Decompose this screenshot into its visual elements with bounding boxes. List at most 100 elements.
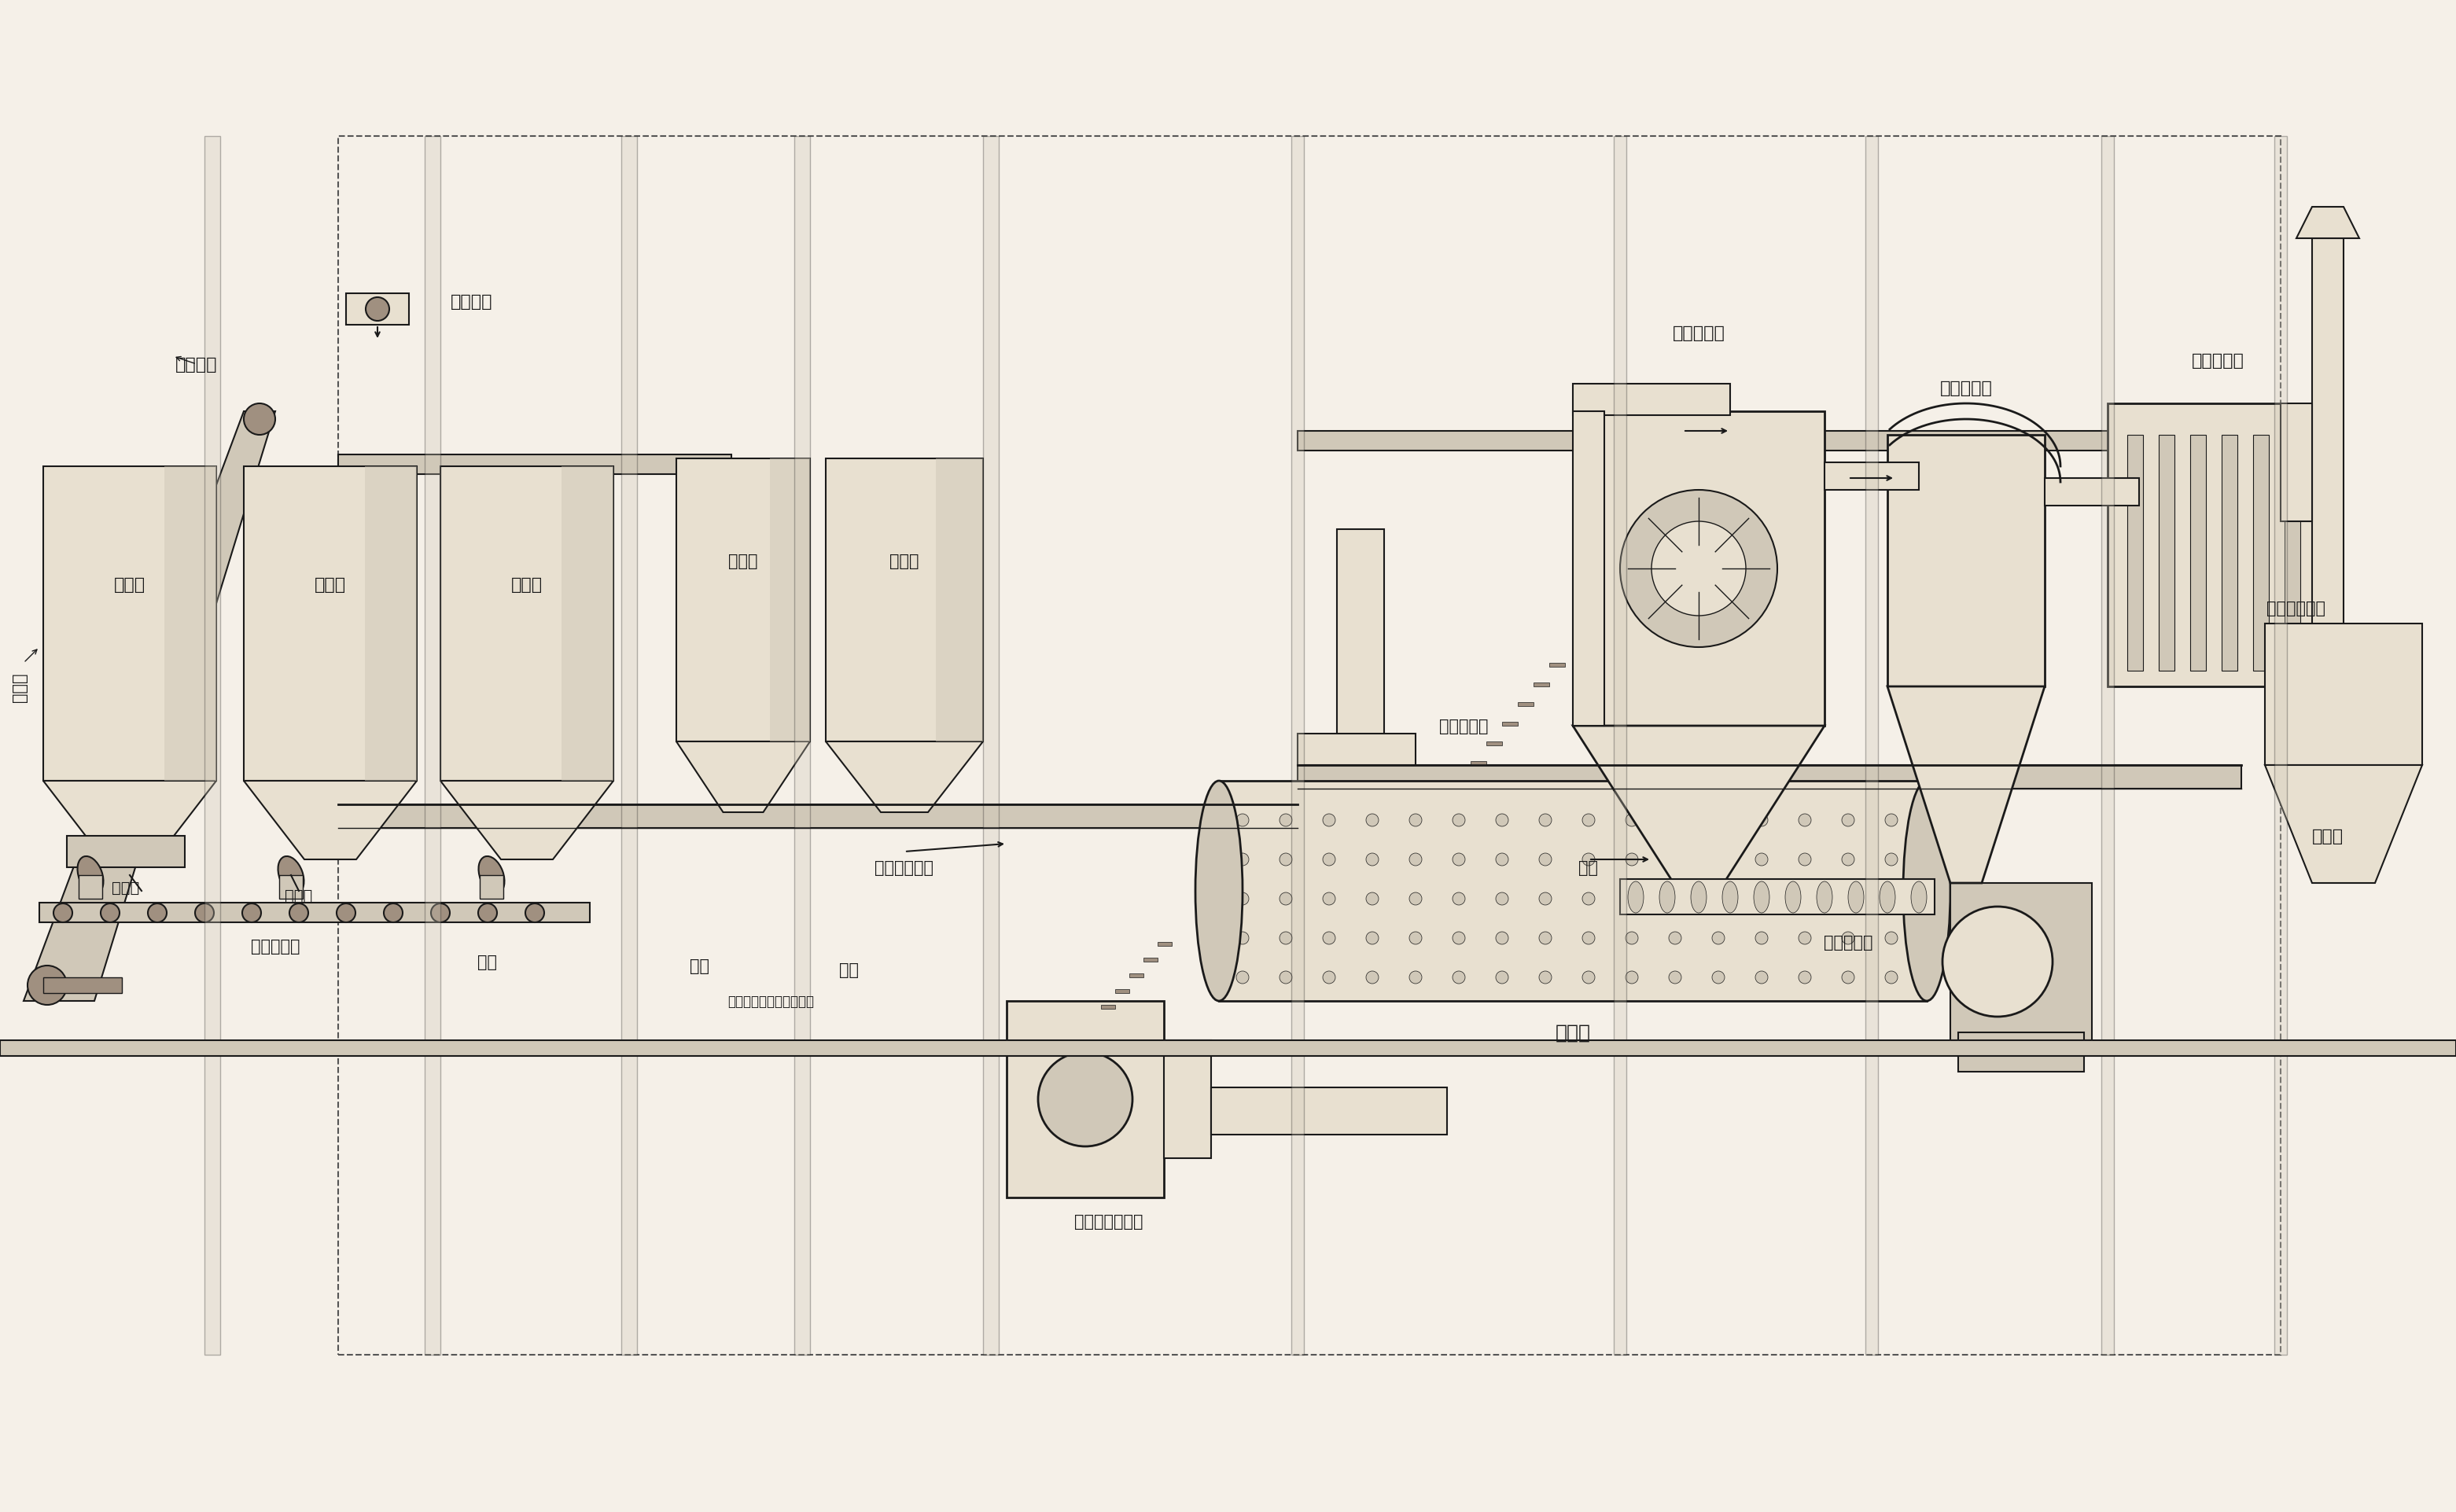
Circle shape: [1496, 892, 1508, 906]
Text: 粘土: 粘土: [479, 954, 499, 969]
Polygon shape: [1130, 974, 1144, 978]
Ellipse shape: [1879, 881, 1896, 913]
Circle shape: [1668, 892, 1682, 906]
Polygon shape: [1218, 782, 1928, 1001]
Circle shape: [1712, 931, 1724, 945]
Polygon shape: [1533, 683, 1550, 686]
Circle shape: [1626, 813, 1638, 827]
Polygon shape: [440, 782, 614, 860]
Polygon shape: [1164, 1040, 1211, 1158]
Circle shape: [1496, 931, 1508, 945]
Polygon shape: [79, 875, 103, 900]
Polygon shape: [2191, 435, 2205, 671]
Text: 鐵粉: 鐵粉: [690, 959, 710, 974]
Circle shape: [1540, 892, 1552, 906]
Polygon shape: [1518, 703, 1533, 706]
Circle shape: [1039, 1052, 1132, 1146]
Text: 碎石库: 碎石库: [113, 576, 145, 593]
Circle shape: [1842, 853, 1854, 866]
Circle shape: [1540, 931, 1552, 945]
Polygon shape: [936, 460, 982, 742]
Polygon shape: [339, 804, 1297, 829]
Circle shape: [2291, 723, 2363, 792]
Circle shape: [479, 904, 496, 922]
Polygon shape: [440, 467, 614, 782]
Circle shape: [1798, 813, 1810, 827]
Text: （鐵粉、碎某交替入库）: （鐵粉、碎某交替入库）: [727, 993, 813, 1009]
Circle shape: [1496, 853, 1508, 866]
Circle shape: [243, 904, 260, 922]
Circle shape: [1582, 971, 1594, 984]
Circle shape: [1410, 892, 1422, 906]
Circle shape: [1650, 522, 1746, 615]
Circle shape: [1451, 931, 1466, 945]
Circle shape: [1366, 813, 1378, 827]
Circle shape: [1235, 892, 1248, 906]
Circle shape: [1798, 971, 1810, 984]
Polygon shape: [675, 742, 810, 812]
Circle shape: [1626, 931, 1638, 945]
Text: 电振机: 电振机: [285, 888, 312, 903]
Polygon shape: [1486, 742, 1503, 745]
Circle shape: [1451, 892, 1466, 906]
Polygon shape: [1621, 880, 1935, 915]
Circle shape: [1324, 813, 1336, 827]
Circle shape: [366, 298, 391, 322]
Polygon shape: [2264, 624, 2422, 765]
Circle shape: [243, 404, 275, 435]
Polygon shape: [2274, 136, 2287, 1355]
Circle shape: [1366, 892, 1378, 906]
Circle shape: [1280, 931, 1292, 945]
Circle shape: [1540, 813, 1552, 827]
Polygon shape: [243, 782, 418, 860]
Circle shape: [290, 904, 309, 922]
Polygon shape: [621, 136, 636, 1355]
Ellipse shape: [278, 857, 305, 895]
Circle shape: [1626, 853, 1638, 866]
Polygon shape: [346, 293, 410, 325]
Polygon shape: [1867, 136, 1879, 1355]
Circle shape: [1324, 971, 1336, 984]
Polygon shape: [2159, 435, 2174, 671]
Polygon shape: [280, 875, 302, 900]
Circle shape: [1798, 892, 1810, 906]
Circle shape: [1540, 971, 1552, 984]
Polygon shape: [44, 782, 216, 860]
Ellipse shape: [1754, 881, 1768, 913]
Polygon shape: [825, 460, 982, 742]
Polygon shape: [1144, 959, 1157, 962]
Circle shape: [1235, 813, 1248, 827]
Text: 石灰石: 石灰石: [12, 673, 27, 702]
Circle shape: [1582, 813, 1594, 827]
Polygon shape: [204, 136, 221, 1355]
Ellipse shape: [1196, 782, 1243, 1001]
Text: 细粉: 细粉: [1579, 860, 1599, 875]
Circle shape: [1366, 853, 1378, 866]
Ellipse shape: [1660, 881, 1675, 913]
Polygon shape: [44, 978, 123, 993]
Polygon shape: [1572, 411, 1825, 726]
Ellipse shape: [1817, 881, 1832, 913]
Polygon shape: [2282, 404, 2311, 522]
Polygon shape: [2311, 239, 2343, 711]
Polygon shape: [39, 903, 589, 922]
Text: 热风炉与鼓风机: 热风炉与鼓风机: [1073, 1213, 1142, 1229]
Circle shape: [383, 904, 403, 922]
Circle shape: [1410, 853, 1422, 866]
Ellipse shape: [1911, 881, 1928, 913]
Text: 碎某库: 碎某库: [889, 553, 919, 569]
Ellipse shape: [1628, 881, 1643, 913]
Circle shape: [1582, 931, 1594, 945]
Polygon shape: [0, 1040, 2456, 1057]
Text: 鐵粉库: 鐵粉库: [729, 553, 759, 569]
Ellipse shape: [479, 857, 503, 895]
Circle shape: [1280, 892, 1292, 906]
Text: 离心选粉机: 离心选粉机: [1673, 325, 1724, 342]
Circle shape: [430, 904, 449, 922]
Polygon shape: [366, 467, 418, 782]
Polygon shape: [2102, 136, 2115, 1355]
Circle shape: [1668, 853, 1682, 866]
Circle shape: [1280, 813, 1292, 827]
Polygon shape: [1886, 686, 2046, 883]
Circle shape: [1712, 853, 1724, 866]
